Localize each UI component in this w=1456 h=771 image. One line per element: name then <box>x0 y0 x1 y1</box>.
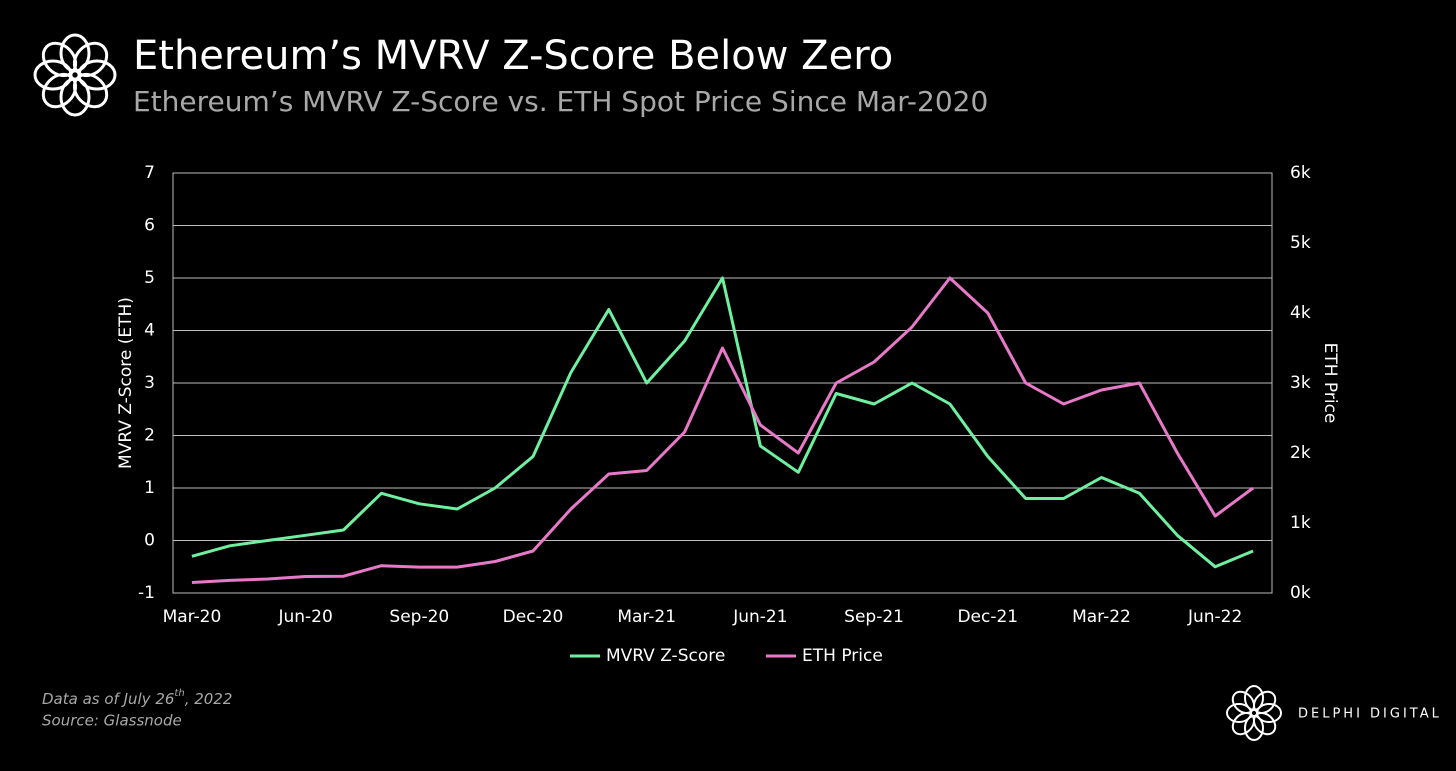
y2-axis-title: ETH Price <box>1320 343 1340 424</box>
brand-name: DELPHI DIGITAL <box>1298 707 1442 722</box>
y-tick-label: -1 <box>138 583 155 603</box>
y-tick-label: 1 <box>144 478 155 498</box>
plot-frame <box>172 172 1273 594</box>
x-tick-label: Jun-20 <box>277 607 332 627</box>
y-tick-label: 3 <box>144 373 155 393</box>
chart-subtitle: Ethereum’s MVRV Z-Score vs. ETH Spot Pri… <box>133 85 988 118</box>
x-tick-label: Jun-22 <box>1187 607 1242 627</box>
y-tick-label: 2 <box>144 426 155 446</box>
x-tick-label: Mar-20 <box>163 607 222 627</box>
y-tick-label: 7 <box>144 163 155 183</box>
chart-title: Ethereum’s MVRV Z-Score Below Zero <box>133 33 893 79</box>
note-sup: th <box>174 688 184 699</box>
x-tick-label: Jun-21 <box>732 607 787 627</box>
y-axis-title: MVRV Z-Score (ETH) <box>116 297 136 469</box>
source: Source: Glassnode <box>42 712 182 730</box>
note-tail: , 2022 <box>185 690 233 708</box>
y-tick-label: 6 <box>144 216 155 236</box>
y2-tick-label: 3k <box>1290 373 1311 393</box>
footnote: Data as of July 26th, 2022 <box>42 688 232 708</box>
series-line <box>191 276 1254 584</box>
series-line <box>191 276 1254 569</box>
note-text: Data as of July 26 <box>42 690 174 708</box>
brand-logo <box>1226 685 1282 741</box>
x-tick-label: Mar-22 <box>1072 607 1131 627</box>
x-tick-label: Dec-20 <box>503 607 564 627</box>
y-tick-label: 5 <box>144 268 155 288</box>
x-tick-label: Mar-21 <box>617 607 676 627</box>
y2-tick-label: 4k <box>1290 303 1311 323</box>
logo <box>33 33 117 117</box>
x-tick-label: Dec-21 <box>957 607 1018 627</box>
legend-label: ETH Price <box>802 646 883 666</box>
x-tick-label: Sep-21 <box>844 607 904 627</box>
y2-tick-label: 1k <box>1290 513 1311 533</box>
legend-label: MVRV Z-Score <box>606 646 725 666</box>
y-tick-label: 4 <box>144 321 155 341</box>
y2-tick-label: 0k <box>1290 583 1311 603</box>
y2-tick-label: 2k <box>1290 443 1311 463</box>
x-tick-label: Sep-20 <box>389 607 449 627</box>
y2-tick-label: 6k <box>1290 163 1311 183</box>
y2-tick-label: 5k <box>1290 233 1311 253</box>
y-tick-label: 0 <box>144 531 155 551</box>
